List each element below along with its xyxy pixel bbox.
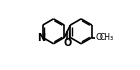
Text: N: N [37,33,45,43]
Text: O: O [63,38,71,48]
Text: CH₃: CH₃ [100,33,114,42]
Text: O: O [95,33,102,42]
